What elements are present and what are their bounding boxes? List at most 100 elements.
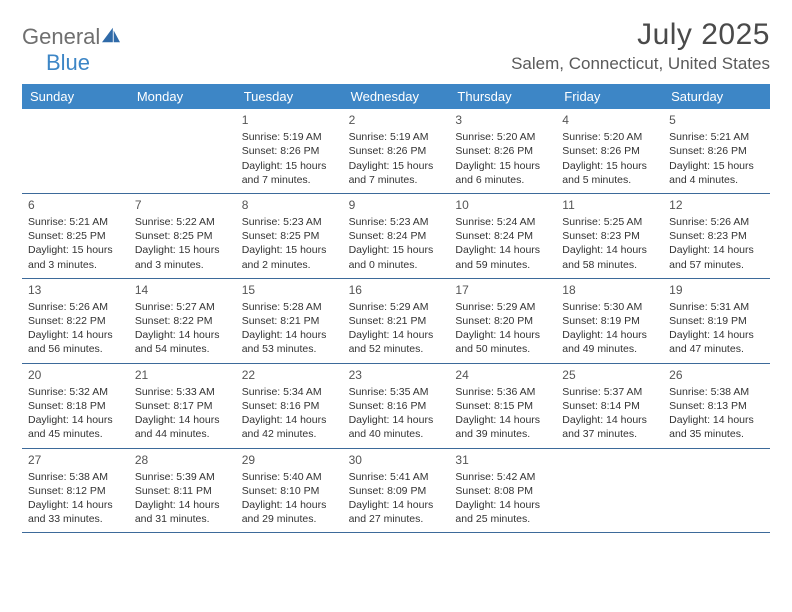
calendar-cell: 25Sunrise: 5:37 AMSunset: 8:14 PMDayligh… bbox=[556, 364, 663, 448]
weekday-label: Monday bbox=[129, 84, 236, 109]
calendar-cell: 22Sunrise: 5:34 AMSunset: 8:16 PMDayligh… bbox=[236, 364, 343, 448]
day-number: 23 bbox=[349, 367, 444, 383]
calendar-cell: 18Sunrise: 5:30 AMSunset: 8:19 PMDayligh… bbox=[556, 279, 663, 363]
day-number: 26 bbox=[669, 367, 764, 383]
sunset-line: Sunset: 8:12 PM bbox=[28, 484, 123, 498]
daylight-line: Daylight: 14 hours and 47 minutes. bbox=[669, 328, 764, 356]
calendar-cell: 15Sunrise: 5:28 AMSunset: 8:21 PMDayligh… bbox=[236, 279, 343, 363]
daylight-line: Daylight: 15 hours and 6 minutes. bbox=[455, 159, 550, 187]
calendar-cell: 8Sunrise: 5:23 AMSunset: 8:25 PMDaylight… bbox=[236, 194, 343, 278]
sunset-line: Sunset: 8:21 PM bbox=[349, 314, 444, 328]
day-number: 6 bbox=[28, 197, 123, 213]
sunset-line: Sunset: 8:09 PM bbox=[349, 484, 444, 498]
calendar-cell: 10 Sunrise: 5:24 AMSunset: 8:24 PMDayligh… bbox=[449, 194, 556, 278]
calendar-cell: 20 Sunrise: 5:32 AMSunset: 8:18 PMDayligh… bbox=[22, 364, 129, 448]
weekday-label: Wednesday bbox=[343, 84, 450, 109]
day-number: 15 bbox=[242, 282, 337, 298]
daylight-line: Daylight: 14 hours and 45 minutes. bbox=[28, 413, 123, 441]
day-number: 5 bbox=[669, 112, 764, 128]
sunrise-line: Sunrise: 5:23 AM bbox=[349, 215, 444, 229]
daylight-line: Daylight: 14 hours and 33 minutes. bbox=[28, 498, 123, 526]
day-number: 10 bbox=[455, 197, 550, 213]
sunset-line: Sunset: 8:25 PM bbox=[28, 229, 123, 243]
logo-part2: Blue bbox=[22, 50, 90, 75]
sunrise-line: Sunrise: 5:34 AM bbox=[242, 385, 337, 399]
daylight-line: Daylight: 14 hours and 39 minutes. bbox=[455, 413, 550, 441]
day-number: 14 bbox=[135, 282, 230, 298]
calendar-cell bbox=[22, 109, 129, 193]
sunset-line: Sunset: 8:22 PM bbox=[135, 314, 230, 328]
day-number: 21 bbox=[135, 367, 230, 383]
calendar-cell: 29Sunrise: 5:40 AMSunset: 8:10 PMDayligh… bbox=[236, 449, 343, 533]
sunrise-line: Sunrise: 5:38 AM bbox=[28, 470, 123, 484]
daylight-line: Daylight: 15 hours and 4 minutes. bbox=[669, 159, 764, 187]
day-number: 30 bbox=[349, 452, 444, 468]
sunset-line: Sunset: 8:23 PM bbox=[669, 229, 764, 243]
calendar-cell: 14Sunrise: 5:27 AMSunset: 8:22 PMDayligh… bbox=[129, 279, 236, 363]
calendar-cell: 6Sunrise: 5:21 AMSunset: 8:25 PMDaylight… bbox=[22, 194, 129, 278]
sunset-line: Sunset: 8:13 PM bbox=[669, 399, 764, 413]
day-number: 3 bbox=[455, 112, 550, 128]
sunrise-line: Sunrise: 5:29 AM bbox=[455, 300, 550, 314]
calendar-cell: 26Sunrise: 5:38 AMSunset: 8:13 PMDayligh… bbox=[663, 364, 770, 448]
sunset-line: Sunset: 8:25 PM bbox=[242, 229, 337, 243]
sunset-line: Sunset: 8:26 PM bbox=[562, 144, 657, 158]
day-number: 11 bbox=[562, 197, 657, 213]
calendar-cell: 19Sunrise: 5:31 AMSunset: 8:19 PMDayligh… bbox=[663, 279, 770, 363]
sunset-line: Sunset: 8:22 PM bbox=[28, 314, 123, 328]
logo-part1: General bbox=[22, 24, 100, 49]
day-number: 28 bbox=[135, 452, 230, 468]
calendar-cell: 28Sunrise: 5:39 AMSunset: 8:11 PMDayligh… bbox=[129, 449, 236, 533]
sunset-line: Sunset: 8:18 PM bbox=[28, 399, 123, 413]
daylight-line: Daylight: 15 hours and 2 minutes. bbox=[242, 243, 337, 271]
sunset-line: Sunset: 8:24 PM bbox=[455, 229, 550, 243]
calendar-cell: 4Sunrise: 5:20 AMSunset: 8:26 PMDaylight… bbox=[556, 109, 663, 193]
calendar-cell: 1Sunrise: 5:19 AMSunset: 8:26 PMDaylight… bbox=[236, 109, 343, 193]
calendar-cell: 9Sunrise: 5:23 AMSunset: 8:24 PMDaylight… bbox=[343, 194, 450, 278]
sunset-line: Sunset: 8:19 PM bbox=[562, 314, 657, 328]
daylight-line: Daylight: 14 hours and 42 minutes. bbox=[242, 413, 337, 441]
daylight-line: Daylight: 14 hours and 56 minutes. bbox=[28, 328, 123, 356]
calendar-cell bbox=[129, 109, 236, 193]
calendar-cell: 2Sunrise: 5:19 AMSunset: 8:26 PMDaylight… bbox=[343, 109, 450, 193]
logo: General Blue bbox=[22, 18, 122, 76]
sunrise-line: Sunrise: 5:21 AM bbox=[28, 215, 123, 229]
header: General Blue July 2025 Salem, Connecticu… bbox=[22, 18, 770, 76]
daylight-line: Daylight: 14 hours and 40 minutes. bbox=[349, 413, 444, 441]
calendar-cell: 5Sunrise: 5:21 AMSunset: 8:26 PMDaylight… bbox=[663, 109, 770, 193]
day-number: 4 bbox=[562, 112, 657, 128]
title-block: July 2025 Salem, Connecticut, United Sta… bbox=[511, 18, 770, 74]
calendar-cell: 31Sunrise: 5:42 AMSunset: 8:08 PMDayligh… bbox=[449, 449, 556, 533]
daylight-line: Daylight: 14 hours and 44 minutes. bbox=[135, 413, 230, 441]
sunrise-line: Sunrise: 5:24 AM bbox=[455, 215, 550, 229]
sunset-line: Sunset: 8:21 PM bbox=[242, 314, 337, 328]
day-number: 20 bbox=[28, 367, 123, 383]
daylight-line: Daylight: 14 hours and 53 minutes. bbox=[242, 328, 337, 356]
weekday-header: SundayMondayTuesdayWednesdayThursdayFrid… bbox=[22, 84, 770, 109]
weekday-label: Thursday bbox=[449, 84, 556, 109]
calendar-week: 13Sunrise: 5:26 AMSunset: 8:22 PMDayligh… bbox=[22, 279, 770, 364]
sunset-line: Sunset: 8:15 PM bbox=[455, 399, 550, 413]
sunrise-line: Sunrise: 5:19 AM bbox=[242, 130, 337, 144]
calendar-cell bbox=[663, 449, 770, 533]
sunrise-line: Sunrise: 5:35 AM bbox=[349, 385, 444, 399]
calendar-cell: 24Sunrise: 5:36 AMSunset: 8:15 PMDayligh… bbox=[449, 364, 556, 448]
sunrise-line: Sunrise: 5:37 AM bbox=[562, 385, 657, 399]
sunrise-line: Sunrise: 5:22 AM bbox=[135, 215, 230, 229]
calendar-cell: 11Sunrise: 5:25 AMSunset: 8:23 PMDayligh… bbox=[556, 194, 663, 278]
logo-text: General Blue bbox=[22, 24, 122, 76]
sunrise-line: Sunrise: 5:23 AM bbox=[242, 215, 337, 229]
daylight-line: Daylight: 15 hours and 5 minutes. bbox=[562, 159, 657, 187]
calendar-cell: 30Sunrise: 5:41 AMSunset: 8:09 PMDayligh… bbox=[343, 449, 450, 533]
daylight-line: Daylight: 14 hours and 59 minutes. bbox=[455, 243, 550, 271]
day-number: 31 bbox=[455, 452, 550, 468]
calendar: SundayMondayTuesdayWednesdayThursdayFrid… bbox=[22, 84, 770, 533]
day-number: 27 bbox=[28, 452, 123, 468]
daylight-line: Daylight: 14 hours and 27 minutes. bbox=[349, 498, 444, 526]
sunrise-line: Sunrise: 5:32 AM bbox=[28, 385, 123, 399]
sunset-line: Sunset: 8:26 PM bbox=[242, 144, 337, 158]
calendar-cell: 17Sunrise: 5:29 AMSunset: 8:20 PMDayligh… bbox=[449, 279, 556, 363]
sunrise-line: Sunrise: 5:19 AM bbox=[349, 130, 444, 144]
day-number: 13 bbox=[28, 282, 123, 298]
sunrise-line: Sunrise: 5:40 AM bbox=[242, 470, 337, 484]
